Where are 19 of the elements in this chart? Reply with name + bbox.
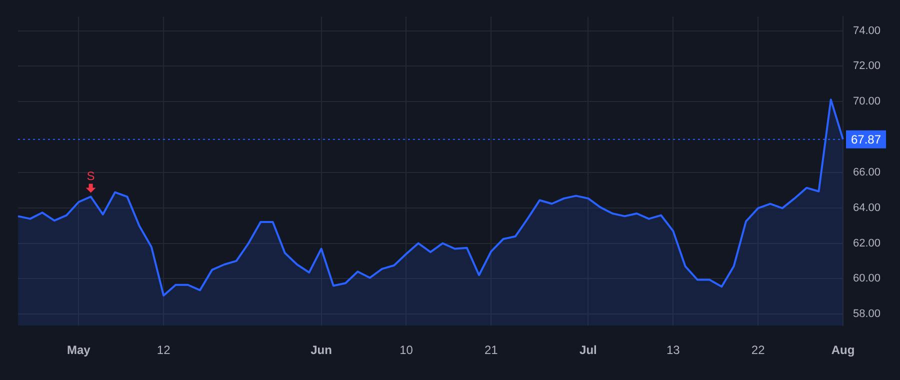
annotation: S <box>86 169 95 183</box>
y-tick-label: 62.00 <box>853 237 881 250</box>
x-tick-label: Jul <box>580 343 597 358</box>
y-tick-label: 60.00 <box>853 272 881 285</box>
x-tick-label: Jun <box>310 343 332 358</box>
x-tick-label: May <box>66 343 91 358</box>
x-tick-label: 21 <box>484 343 498 358</box>
x-tick-label: 13 <box>666 343 680 358</box>
x-tick-label: 10 <box>400 343 414 358</box>
x-tick-label: 22 <box>751 343 766 358</box>
ref-line-label: 67.87 <box>851 132 882 147</box>
y-tick-label: 74.00 <box>853 24 881 37</box>
y-tick-label: 66.00 <box>853 166 881 178</box>
x-tick-label: Aug <box>831 343 855 358</box>
y-tick-label: 64.00 <box>853 202 881 214</box>
x-tick-label: 12 <box>156 343 171 358</box>
y-tick-label: 72.00 <box>853 60 881 72</box>
y-tick-label: 58.00 <box>853 308 881 320</box>
y-tick-label: 70.00 <box>853 96 881 108</box>
